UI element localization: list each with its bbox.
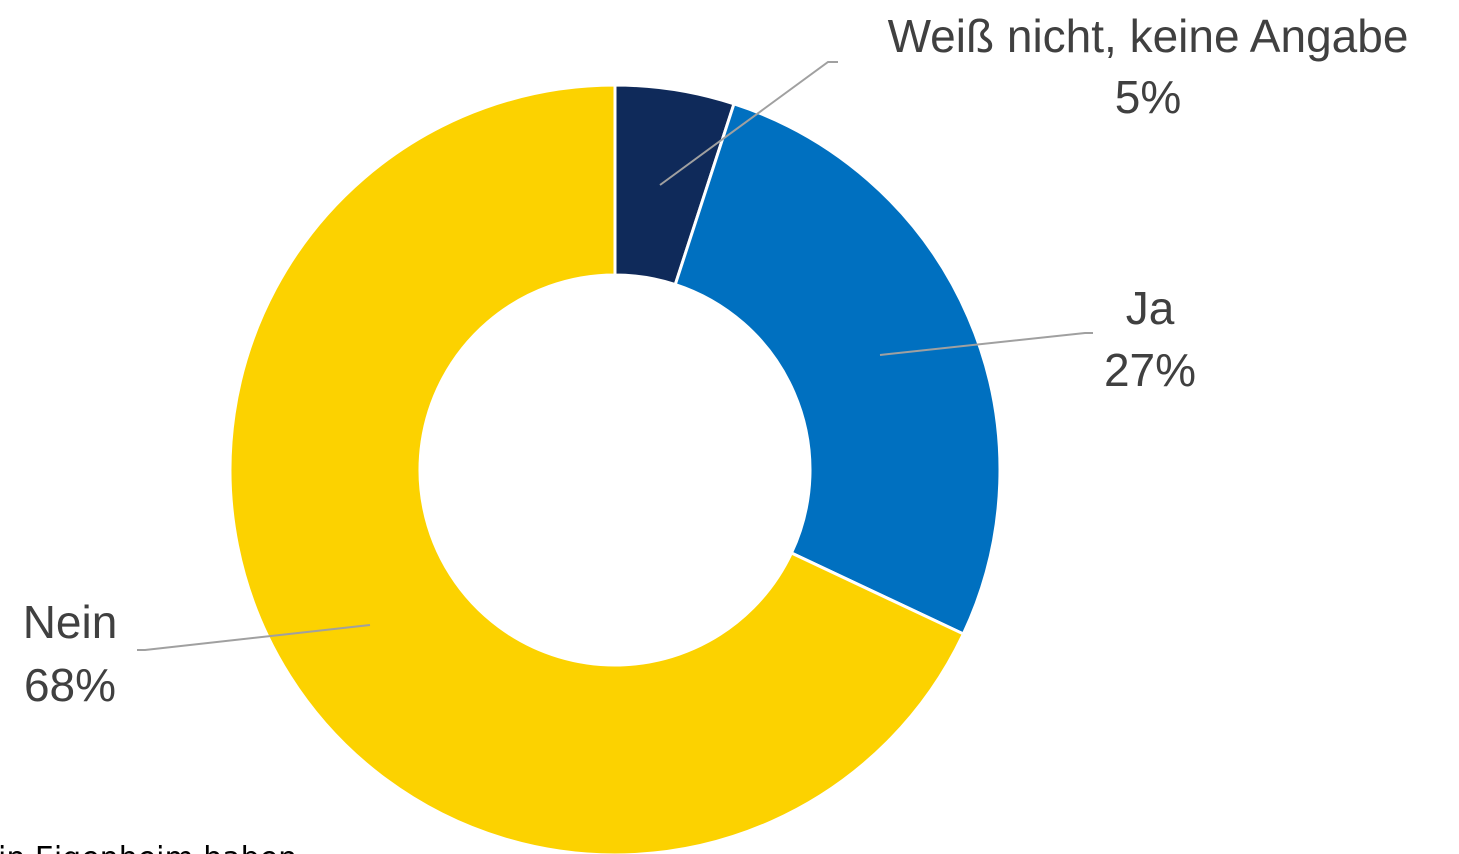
slice [228,83,966,854]
leader-line [879,332,1093,356]
slices [228,83,1002,854]
value-label: 27% [1104,344,1196,396]
leader-line [137,624,371,651]
value-label: 5% [1115,71,1181,123]
category-label: Weiß nicht, keine Angabe [888,10,1409,62]
value-label: 68% [24,659,116,711]
category-label: Nein [23,596,118,648]
slice [673,101,1002,636]
leader-line [659,61,838,186]
category-label: Ja [1126,282,1175,334]
footnote: in Eigenheim haben [0,841,297,854]
